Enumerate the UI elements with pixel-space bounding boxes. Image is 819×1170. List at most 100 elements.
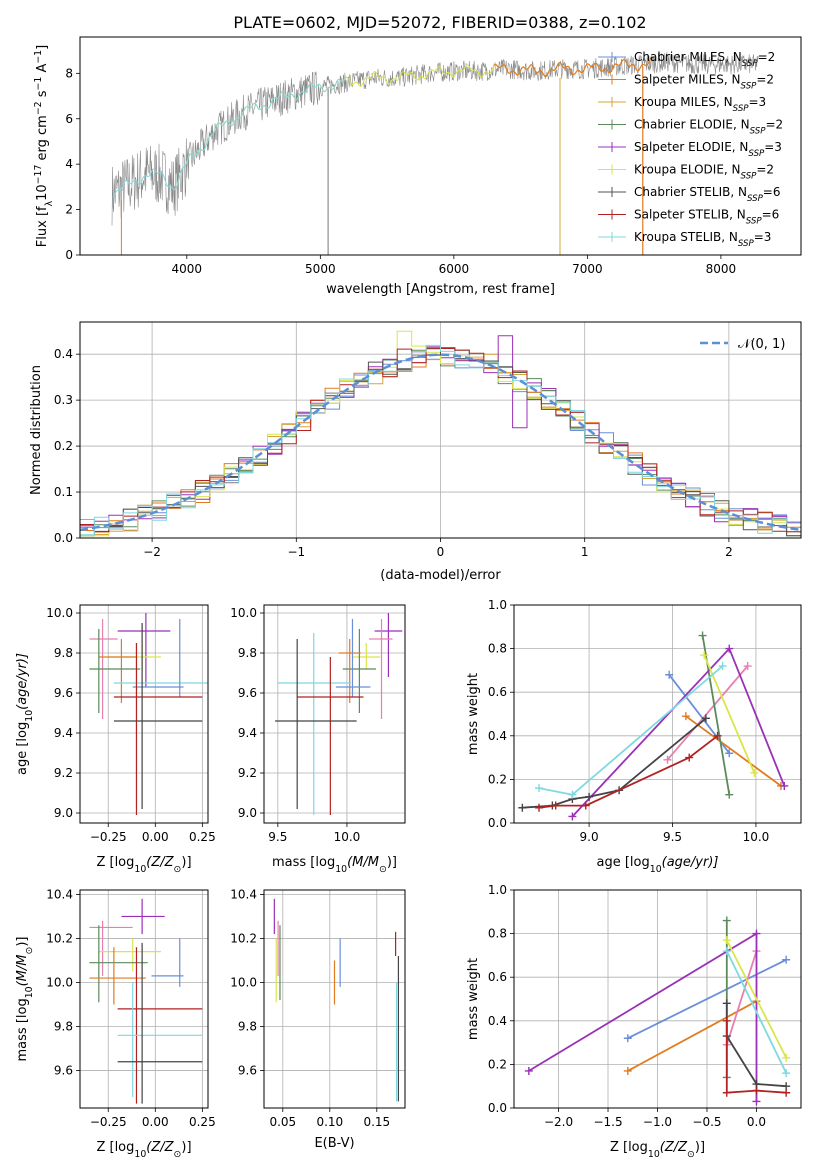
errorbar-point (89, 629, 141, 713)
errorbar-point (275, 639, 357, 809)
y-tick-label: 9.6 (238, 686, 257, 700)
panel-spectrum: 4000 5000 6000 7000 8000 0 2 4 6 8 wavelength [Ang… (33, 36, 802, 297)
label-part: ⊙ (174, 1149, 182, 1160)
label-part: Salpeter MILES, N (634, 73, 741, 87)
axes-frame (79, 36, 802, 256)
y-tick-label: 0.1 (54, 485, 73, 499)
errorbar-point (89, 920, 133, 976)
histogram-step (80, 330, 801, 537)
data-layer (89, 613, 208, 815)
y-tick-label: 0.8 (488, 927, 507, 941)
x-tick-label: 2 (725, 545, 733, 559)
plot-area (514, 605, 801, 823)
errorbar-point (338, 639, 361, 703)
series-marker (722, 999, 731, 1008)
label-part: Kroupa MILES, N (634, 95, 733, 109)
series-marker (685, 753, 694, 762)
weight-series (663, 662, 752, 764)
series-marker (782, 1088, 791, 1097)
label-part: age [log (15, 722, 30, 775)
model-spectrum (113, 76, 347, 198)
x-tick-label: 0.10 (316, 1115, 343, 1129)
axes-frame (263, 604, 406, 824)
label-part: =6 (762, 208, 780, 222)
y-tick-label: 0.0 (488, 816, 507, 830)
x-tick-label: 0.05 (269, 1115, 296, 1129)
label-part: λ (44, 200, 55, 206)
panel-mass_vs_Z: −0.25 0.00 0.259.69.810.010.210.4Z [log10(… (15, 887, 216, 1159)
x-tick-label: 0.00 (142, 1115, 169, 1129)
weight-series (681, 712, 785, 790)
label-part: )] (181, 855, 191, 870)
series-marker (782, 955, 791, 964)
series-marker (752, 1086, 761, 1095)
y-tick-label: 9.6 (54, 686, 73, 700)
x-tick-label: 1 (581, 545, 589, 559)
errorbar-point (113, 623, 203, 809)
x-tick-label: −0.25 (90, 1115, 127, 1129)
x-tick-label: 0.00 (142, 830, 169, 844)
plot-area (80, 605, 208, 823)
series-marker (752, 929, 761, 938)
legend-label: Chabrier ELODIE, NSSP=2 (634, 118, 783, 137)
series-marker (701, 714, 710, 723)
errorbar-point (89, 925, 148, 1003)
y-tick-label: 6 (65, 112, 73, 126)
label-part: A (35, 64, 50, 77)
x-tick-label: 6000 (439, 262, 470, 276)
series-marker (782, 1069, 791, 1078)
x-tick-label: −0.5 (692, 1115, 721, 1129)
weight-series (524, 929, 761, 1106)
y-axis-label: mass [log10(M/M⊙)] (15, 937, 35, 1062)
series-marker (713, 731, 722, 740)
label-part: Chabrier MILES, N (634, 50, 742, 64)
label-part: erg cm (35, 115, 50, 164)
model-spectrum (494, 56, 655, 78)
label-part: SSP (742, 59, 759, 69)
data-layer (273, 898, 400, 1102)
x-axis-label: E(B-V) (314, 1136, 354, 1151)
data-layer (275, 613, 403, 815)
y-tick-label: 0.4 (488, 1014, 507, 1028)
series-marker (568, 812, 577, 821)
series-marker (752, 1097, 761, 1106)
label-part: 10 (650, 864, 662, 875)
x-tick-label: 9.0 (580, 830, 599, 844)
label-part: −1 (33, 50, 44, 64)
legend-label: Kroupa MILES, NSSP=3 (634, 95, 766, 114)
label-part: 10 (648, 1149, 660, 1160)
label-part: =6 (763, 185, 781, 199)
y-tick-label: 2 (65, 203, 73, 217)
y-tick-label: 9.4 (238, 726, 257, 740)
series-line (685, 715, 782, 787)
label-part: Flux [f (35, 206, 50, 247)
grid (80, 890, 208, 1108)
axes-frame (79, 321, 802, 539)
errorbar-point (98, 639, 137, 703)
series-marker (585, 792, 594, 801)
y-tick-label: 4 (65, 157, 73, 171)
histogram-step (80, 344, 801, 536)
x-tick-label: −0.25 (90, 830, 127, 844)
y-tick-label: 0.4 (488, 729, 507, 743)
label-part: age [log (597, 855, 650, 870)
x-tick-label: 9.5 (268, 830, 287, 844)
y-tick-label: 0.2 (54, 439, 73, 453)
y-tick-label: 9.8 (238, 1020, 257, 1034)
label-part: =3 (764, 140, 782, 154)
series-marker (698, 631, 707, 640)
label-part: 10 (24, 710, 35, 722)
label-part: Chabrier STELIB, N (634, 185, 747, 199)
label-part: (M/M (15, 955, 30, 987)
errorbar-point (277, 633, 352, 815)
data-layer (111, 52, 759, 255)
x-tick-label: −1.5 (593, 1115, 622, 1129)
series-marker (518, 803, 527, 812)
label-part: SSP (738, 239, 755, 249)
legend-label: 𝒩(0, 1) (738, 337, 785, 352)
series-marker (725, 790, 734, 799)
x-tick-label: 9.5 (663, 830, 682, 844)
series-marker (718, 662, 727, 671)
label-part: mass [log (15, 998, 30, 1061)
